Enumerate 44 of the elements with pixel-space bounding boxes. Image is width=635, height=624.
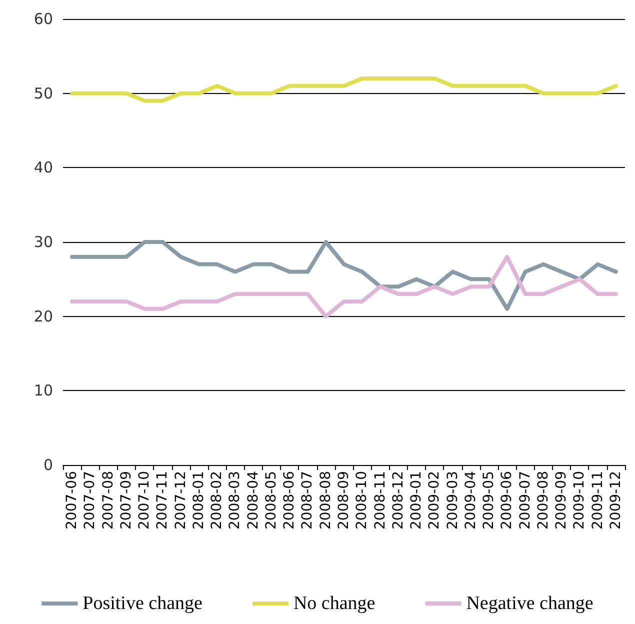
line-series — [70, 254, 618, 318]
y-tick-label: 60 — [34, 10, 53, 28]
y-tick-label: 0 — [43, 456, 53, 474]
x-tick-label: 2009-06 — [499, 470, 516, 530]
legend-label: Positive change — [82, 593, 202, 614]
x-tick-label: 2008-02 — [209, 471, 226, 530]
x-tick-label: 2009-10 — [572, 471, 588, 530]
y-tick-label: 20 — [34, 307, 53, 326]
x-tick-label: 2009-02 — [426, 471, 443, 530]
x-tick-label: 2008-08 — [318, 471, 334, 530]
x-tick-label: 2008-09 — [336, 471, 352, 530]
x-tick-label: 2009-04 — [462, 470, 479, 530]
x-tick-label: 2008-12 — [390, 471, 406, 530]
x-tick-label: 2009-08 — [535, 471, 552, 530]
y-tick-label: 30 — [34, 233, 53, 251]
x-tick-label: 2009-09 — [554, 471, 570, 530]
x-tick-label: 2009-12 — [608, 471, 624, 530]
legend-label: No change — [293, 593, 376, 614]
x-tick-label: 2009-03 — [444, 471, 461, 530]
x-tick-label: 2007-06 — [64, 470, 80, 530]
x-tick-label: 2008-03 — [227, 471, 244, 530]
x-tick-label: 2009-01 — [408, 471, 425, 530]
x-tick-label: 2008-04 — [245, 470, 262, 530]
y-tick-label: 50 — [34, 84, 53, 102]
x-tick-label: 2007-12 — [172, 471, 189, 530]
line-series — [70, 76, 618, 103]
y-tick-label: 40 — [34, 158, 53, 177]
x-tick-label: 2008-06 — [282, 470, 298, 530]
x-tick-label: 2009-07 — [517, 471, 534, 530]
x-tick-label: 2008-11 — [372, 471, 388, 530]
x-tick-label: 2007-09 — [118, 471, 134, 530]
x-tick-label: 2009-05 — [481, 471, 498, 530]
x-tick-label: 2008-05 — [263, 471, 280, 530]
x-tick-label: 2009-11 — [590, 471, 606, 530]
x-tick-label: 2008-01 — [190, 471, 207, 530]
x-tick-label: 2008-10 — [354, 471, 370, 530]
x-tick-label: 2007-07 — [82, 471, 98, 530]
x-tick-label: 2007-08 — [100, 471, 116, 530]
legend-label: Negative change — [466, 593, 594, 614]
y-tick-label: 10 — [34, 382, 53, 400]
x-tick-label: 2008-07 — [300, 471, 316, 530]
line-series — [70, 240, 618, 311]
x-tick-label: 2007-10 — [136, 471, 153, 530]
x-tick-label: 2007-11 — [154, 471, 171, 530]
